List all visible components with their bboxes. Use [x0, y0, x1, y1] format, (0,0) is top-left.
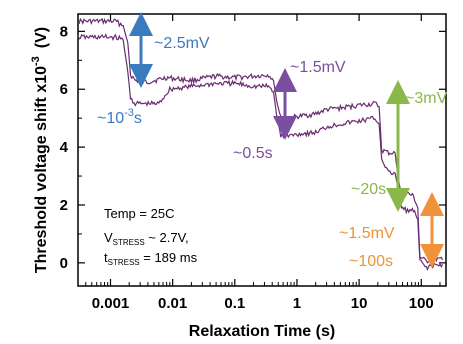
annotation-blue-time: ~10-3s — [97, 107, 142, 127]
y-axis-title: Threshold voltage shift x10-3 (V) — [30, 27, 50, 273]
y-tick-label: 6 — [60, 81, 68, 98]
x-tick-label: 1 — [293, 295, 301, 312]
y-axis-title-main: Threshold voltage shift x10 — [33, 66, 50, 273]
condition-vstress: VSTRESS ~ 2.7V, — [104, 230, 189, 247]
x-tick-label: 0.001 — [92, 295, 130, 312]
condition-vstress-v: V — [104, 230, 113, 245]
condition-temp: Temp = 25C — [104, 206, 174, 221]
plot-frame — [77, 13, 447, 287]
annotation-orange-time: ~100s — [349, 253, 393, 270]
condition-tstress-value: = 189 ms — [140, 250, 198, 265]
y-axis-title-unit: (V) — [33, 27, 50, 48]
y-tick-label: 8 — [60, 23, 68, 40]
axis-ticks: 0.001 0.01 0.1 1 10 100 0 2 4 6 8 — [60, 14, 446, 312]
annotation-purple-voltage: ~1.5mV — [290, 59, 346, 76]
condition-vstress-sub: STRESS — [113, 238, 145, 247]
annotation-blue-voltage: ~2.5mV — [154, 35, 210, 52]
x-tick-label: 0.1 — [224, 295, 245, 312]
annotation-blue-time-base: ~10 — [97, 110, 124, 127]
x-tick-label: 10 — [351, 295, 368, 312]
annotation-blue-time-exp: -3 — [124, 107, 134, 119]
x-tick-label: 0.01 — [158, 295, 187, 312]
x-tick-label: 100 — [409, 295, 434, 312]
y-tick-label: 0 — [60, 255, 68, 272]
y-tick-label: 2 — [60, 197, 68, 214]
y-tick-label: 4 — [60, 139, 69, 156]
annotation-orange-voltage: ~1.5mV — [339, 225, 395, 242]
condition-tstress-t: t — [104, 250, 108, 265]
y-axis-title-exp: -3 — [30, 56, 42, 66]
annotation-green-time: ~20s — [351, 181, 386, 198]
condition-tstress: tSTRESS = 189 ms — [104, 250, 198, 267]
annotation-blue-time-unit: s — [134, 110, 142, 127]
annotation-purple-time: ~0.5s — [233, 145, 273, 162]
x-axis-title: Relaxation Time (s) — [189, 323, 335, 340]
series-line — [77, 33, 444, 271]
annotation-green-voltage: ~3mV — [405, 90, 448, 107]
condition-vstress-value: ~ 2.7V, — [145, 230, 189, 245]
condition-tstress-sub: STRESS — [108, 258, 140, 267]
